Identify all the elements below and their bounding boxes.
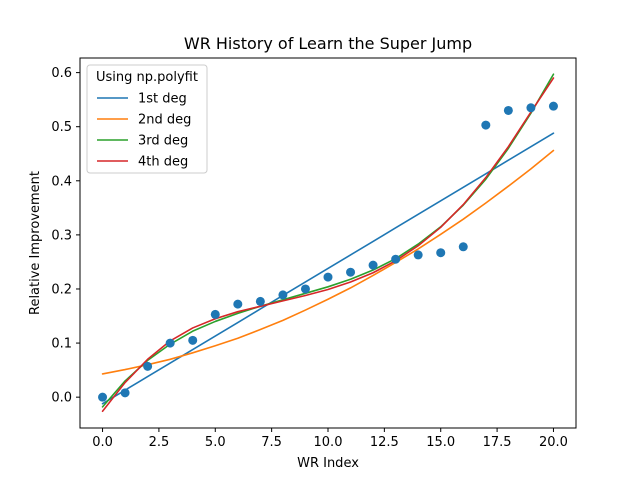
x-tick-label: 17.5 — [483, 435, 512, 450]
data-point — [165, 338, 175, 348]
data-point — [323, 272, 333, 282]
y-axis: 0.0 0.1 0.2 0.3 0.4 0.5 0.6 — [51, 66, 80, 406]
series-line-3 — [101, 73, 555, 408]
chart-title: WR History of Learn the Super Jump — [184, 34, 472, 53]
data-point — [526, 103, 536, 113]
data-point — [278, 290, 288, 300]
data-point — [188, 335, 198, 345]
legend-title: Using np.polyfit — [96, 70, 198, 85]
data-point — [346, 267, 356, 277]
data-point — [210, 309, 220, 319]
x-axis: 0.0 2.5 5.0 7.5 10.0 12.5 15.0 17.5 20.0 — [92, 428, 568, 450]
y-tick-label: 0.3 — [51, 228, 72, 243]
scatter-points — [98, 101, 558, 402]
y-tick-label: 0.0 — [51, 391, 72, 406]
x-axis-label: WR Index — [297, 456, 359, 471]
data-point — [255, 296, 265, 306]
x-tick-label: 2.5 — [149, 435, 170, 450]
legend-label-1: 1st deg — [138, 92, 187, 107]
legend: Using np.polyfit 1st deg 2nd deg 3rd deg 4t… — [86, 64, 208, 174]
y-tick-label: 0.2 — [51, 282, 72, 297]
x-tick-label: 0.0 — [92, 435, 113, 450]
series-line-1 — [101, 132, 555, 405]
data-point — [143, 361, 153, 371]
legend-label-2: 2nd deg — [138, 113, 191, 128]
data-point — [391, 254, 401, 264]
x-tick-label: 7.5 — [261, 435, 282, 450]
data-point — [436, 248, 446, 258]
series-lines — [101, 73, 555, 413]
legend-label-3: 3rd deg — [138, 134, 188, 149]
x-tick-label: 10.0 — [314, 435, 343, 450]
x-tick-label: 15.0 — [426, 435, 455, 450]
legend-box — [86, 64, 208, 174]
data-point — [458, 242, 468, 252]
data-point — [300, 284, 310, 294]
data-point — [368, 260, 378, 270]
y-tick-label: 0.6 — [51, 66, 72, 81]
data-point — [503, 105, 513, 115]
data-point — [481, 120, 491, 130]
x-tick-label: 12.5 — [370, 435, 399, 450]
data-point — [98, 392, 108, 402]
x-tick-label: 5.0 — [205, 435, 226, 450]
series-line-4 — [101, 77, 555, 413]
y-tick-label: 0.4 — [51, 174, 72, 189]
data-point — [120, 388, 130, 398]
data-point — [413, 250, 423, 260]
y-tick-label: 0.5 — [51, 120, 72, 135]
data-point — [548, 101, 558, 111]
data-point — [233, 299, 243, 309]
y-tick-label: 0.1 — [51, 337, 72, 352]
y-axis-label: Relative Improvement — [28, 171, 43, 315]
x-tick-label: 20.0 — [539, 435, 568, 450]
plot-frame — [79, 57, 577, 429]
series-line-2 — [101, 149, 555, 375]
legend-label-4: 4th deg — [138, 155, 188, 170]
